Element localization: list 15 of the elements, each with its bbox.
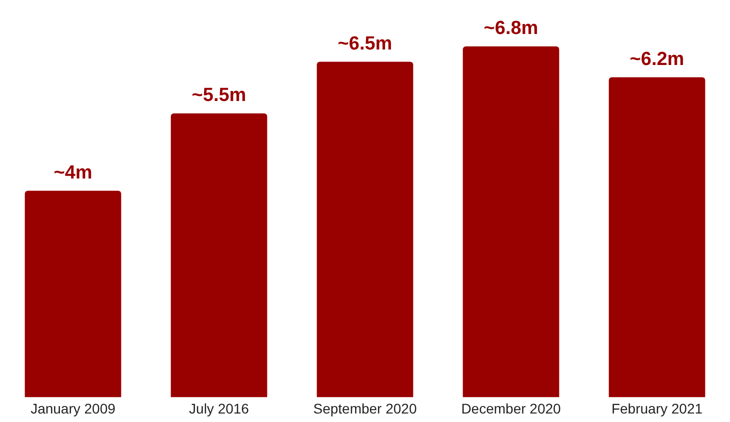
data-label: ~6.5m bbox=[338, 34, 392, 55]
x-tick-label: January 2009 bbox=[30, 400, 116, 416]
x-tick-label: December 2020 bbox=[461, 400, 562, 416]
data-label: ~6.2m bbox=[630, 49, 684, 70]
x-tick-label: July 2016 bbox=[189, 400, 250, 416]
bar bbox=[462, 46, 560, 398]
x-tick-label: February 2021 bbox=[611, 400, 703, 416]
bar bbox=[316, 62, 414, 398]
data-label: ~6.8m bbox=[484, 18, 538, 40]
x-tick-label: September 2020 bbox=[313, 400, 417, 416]
data-label: ~4m bbox=[54, 162, 92, 184]
bar bbox=[608, 77, 706, 398]
data-label: ~5.5m bbox=[192, 85, 246, 106]
bar bbox=[24, 190, 122, 398]
bar bbox=[170, 113, 268, 398]
